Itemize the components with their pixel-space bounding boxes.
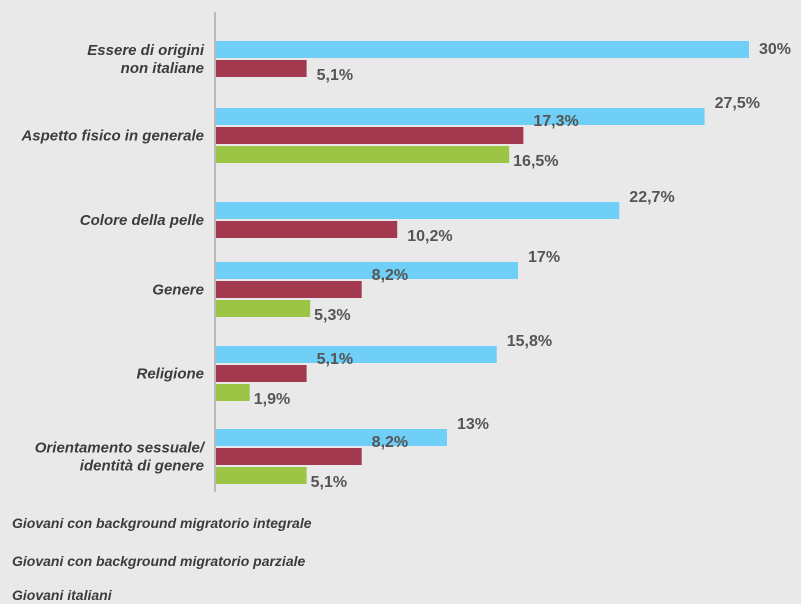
value-label: 10,2% (407, 228, 452, 245)
bar (216, 346, 497, 363)
bar (216, 202, 620, 219)
bar (216, 108, 705, 125)
category-labels: Essere di origini non italiane Aspetto fis… (20, 42, 205, 475)
value-labels: 30% 5,1% 27,5% 17,3% 16,5% 22,7% 10,2% 17% 8,2% 5… (254, 41, 791, 491)
legend-item-italiani: Giovani italiani (12, 587, 112, 603)
bars (216, 41, 749, 484)
legend-item-integrale: Giovani con background migratorio integr… (12, 515, 312, 531)
value-label: 16,5% (513, 153, 558, 170)
category-label-line: identità di genere (80, 458, 204, 475)
bar (216, 384, 250, 401)
category-label: Essere di origini non italiane (87, 42, 205, 77)
bar (216, 448, 362, 465)
value-label: 5,1% (317, 67, 353, 84)
bar (216, 429, 447, 446)
category-label-line: Genere (152, 282, 204, 299)
bar (216, 281, 362, 298)
category-label-line: Essere di origini (87, 42, 205, 59)
category-label: Orientamento sessuale/identità di genere (35, 440, 206, 475)
bar (216, 146, 510, 163)
category-label-line: Orientamento sessuale/ (35, 440, 206, 457)
value-label: 17,3% (533, 113, 578, 130)
value-label: 22,7% (629, 189, 674, 206)
value-label: 5,1% (317, 351, 353, 368)
legend-item-parziale: Giovani con background migratorio parzia… (12, 553, 306, 569)
value-label: 27,5% (715, 95, 760, 112)
category-label: Aspetto fisico in generale (20, 128, 204, 145)
bar (216, 262, 519, 279)
bar (216, 221, 398, 238)
bar (216, 41, 749, 58)
category-label-line: non italiane (121, 60, 204, 77)
category-label: Colore della pelle (80, 212, 204, 229)
category-label-line: Colore della pelle (80, 212, 204, 229)
bar (216, 300, 311, 317)
value-label: 1,9% (254, 391, 290, 408)
value-label: 30% (759, 41, 791, 58)
bar (216, 60, 307, 77)
value-label: 17% (528, 249, 560, 266)
category-label-line: Religione (136, 366, 204, 383)
value-label: 8,2% (372, 267, 408, 284)
value-label: 8,2% (372, 434, 408, 451)
category-label: Religione (136, 366, 204, 383)
value-label: 5,1% (311, 474, 347, 491)
value-label: 5,3% (314, 307, 350, 324)
value-label: 15,8% (507, 333, 552, 350)
category-label: Genere (152, 282, 204, 299)
bar (216, 127, 524, 144)
category-label-line: Aspetto fisico in generale (20, 128, 204, 145)
value-label: 13% (457, 416, 489, 433)
bar (216, 365, 307, 382)
bar (216, 467, 307, 484)
